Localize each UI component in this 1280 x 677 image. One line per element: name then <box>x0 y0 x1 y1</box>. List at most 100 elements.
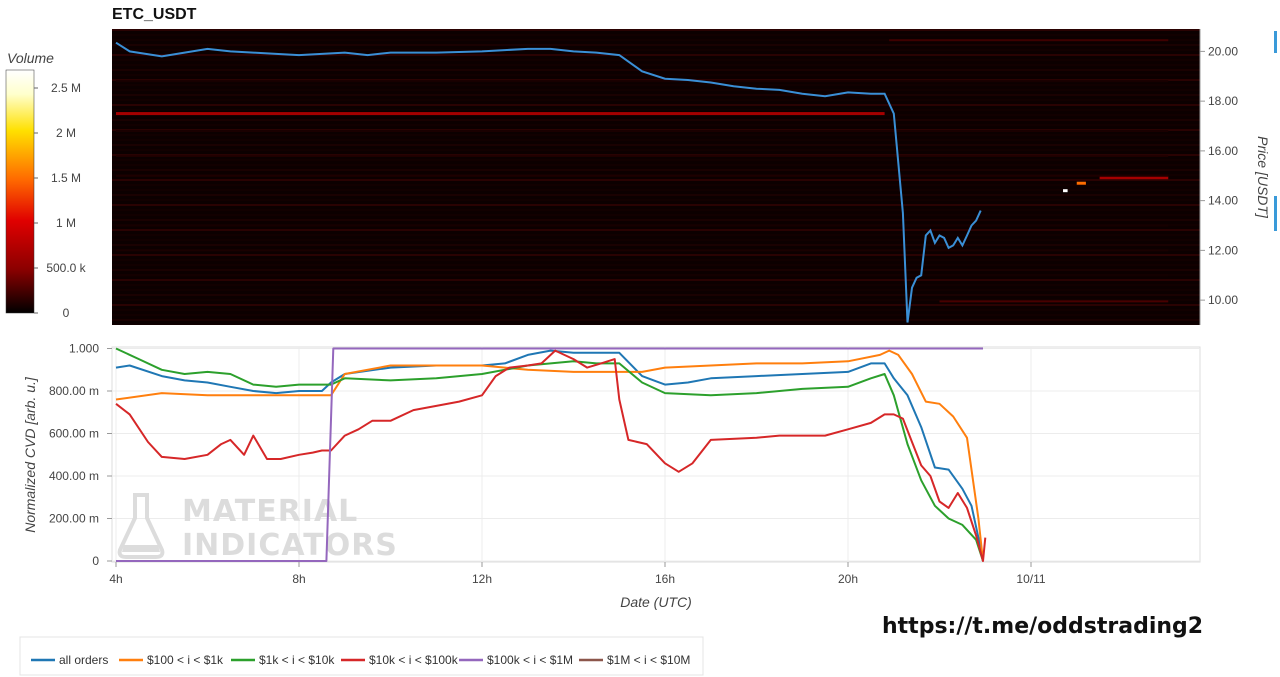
legend-item[interactable]: $1M < i < $10M <box>579 653 690 667</box>
heatmap-stripe <box>112 264 1200 266</box>
volume-colorbar: Volume 0 500.0 k 1 M 1.5 M 2 M 2.5 M <box>5 50 87 320</box>
price-axis: 10.00 12.00 14.00 16.00 18.00 20.00 <box>1200 44 1238 307</box>
heatmap-stripe <box>112 289 1200 291</box>
cvd-series-line-4 <box>116 347 983 562</box>
telegram-link[interactable]: https://t.me/oddstrading2 <box>882 614 1203 639</box>
colorbar-tick-label: 2.5 M <box>51 81 81 95</box>
cvd-x-tick-label: 12h <box>472 572 492 586</box>
cvd-y-tick-label: 400.00 m <box>49 469 99 483</box>
heatmap-stripe <box>112 254 1200 256</box>
colorbar-tick-label: 1 M <box>56 216 76 230</box>
heatmap-stripe <box>112 194 1200 196</box>
price-axis-label: Price [USDT] <box>1255 136 1271 219</box>
legend-item[interactable]: $100 < i < $1k <box>119 653 224 667</box>
volume-band <box>116 112 885 116</box>
watermark-line1: MATERIAL <box>182 494 358 529</box>
watermark-line2: INDICATORS <box>182 528 398 563</box>
legend-label: $1M < i < $10M <box>607 653 690 667</box>
heatmap-stripe <box>112 29 1200 31</box>
heatmap-stripe <box>112 259 1200 261</box>
legend-box <box>19 636 704 676</box>
heatmap-stripe <box>112 149 1200 151</box>
colorbar-tick-label: 0 <box>63 306 70 320</box>
heatmap-stripe <box>112 299 1200 301</box>
cvd-x-tick-label: 4h <box>109 572 122 586</box>
heatmap-stripe <box>112 94 1200 96</box>
colorbar-label: Volume <box>7 50 54 66</box>
price-tick-label: 18.00 <box>1208 94 1238 108</box>
cvd-y-tick-label: 1.000 <box>69 342 99 356</box>
heatmap-stripe <box>112 79 1200 81</box>
heatmap-stripe <box>112 99 1200 101</box>
heatmap-stripe <box>112 279 1200 281</box>
price-range-indicator-bottom <box>1274 196 1277 231</box>
heatmap-stripe <box>112 104 1200 106</box>
cvd-series-line-2 <box>115 347 984 562</box>
heatmap-stripe <box>112 164 1200 166</box>
heatmap-stripe <box>112 144 1200 146</box>
heatmap-stripe <box>112 59 1200 61</box>
volume-band <box>1099 176 1169 180</box>
heatmap-stripe <box>112 244 1200 246</box>
heatmap-stripe <box>112 64 1200 66</box>
legend-item[interactable]: $1k < i < $10k <box>231 653 335 667</box>
legend-label: all orders <box>59 653 108 667</box>
heatmap-stripe <box>112 294 1200 296</box>
volume-band <box>116 154 1169 157</box>
cvd-y-tick-label: 600.00 m <box>49 427 99 441</box>
heatmap-stripe <box>112 54 1200 56</box>
volume-band <box>1076 181 1086 185</box>
legend-label: $100k < i < $1M <box>487 653 573 667</box>
heatmap-stripe <box>112 239 1200 241</box>
cvd-x-tick-label: 10/11 <box>1016 572 1045 586</box>
volume-band <box>116 274 1169 277</box>
heatmap-stripe <box>112 179 1200 181</box>
colorbar-tick-label: 2 M <box>56 126 76 140</box>
price-range-indicator-top <box>1274 31 1277 53</box>
cvd-x-tick-label: 16h <box>655 572 675 586</box>
heatmap-stripe <box>112 284 1200 286</box>
cvd-panel: MATERIAL INDICATORS <box>111 346 1201 563</box>
heatmap-stripe <box>112 304 1200 306</box>
price-tick-label: 12.00 <box>1208 243 1238 257</box>
volume-band <box>116 80 1169 83</box>
heatmap-stripe <box>112 84 1200 86</box>
heatmap-panel <box>112 29 1200 325</box>
legend: all orders $100 < i < $1k $1k < i < $10k $1… <box>19 636 704 676</box>
volume-band <box>116 249 1169 252</box>
heatmap-stripe <box>112 119 1200 121</box>
price-tick-label: 20.00 <box>1208 44 1238 58</box>
legend-item[interactable]: $10k < i < $100k <box>341 653 459 667</box>
heatmap-stripes <box>112 29 1200 325</box>
heatmap-stripe <box>112 69 1200 71</box>
cvd-x-tick-label: 20h <box>838 572 858 586</box>
cvd-series <box>115 347 987 562</box>
cvd-x-axis: 4h 8h 12h 16h 20h 10/11 <box>109 562 1046 586</box>
volume-band <box>939 300 1169 303</box>
price-tick-label: 16.00 <box>1208 144 1238 158</box>
legend-label: $1k < i < $10k <box>259 653 335 667</box>
price-tick-label: 14.00 <box>1208 194 1238 208</box>
legend-item[interactable]: all orders <box>31 653 108 667</box>
heatmap-stripe <box>112 219 1200 221</box>
colorbar-tick-label: 500.0 k <box>46 261 86 275</box>
heatmap-stripe <box>112 309 1200 311</box>
legend-label: $100 < i < $1k <box>147 653 224 667</box>
volume-band <box>116 129 1169 132</box>
legend-item[interactable]: $100k < i < $1M <box>459 653 573 667</box>
heatmap-stripe <box>112 44 1200 46</box>
heatmap-bands <box>116 39 1169 303</box>
colorbar-tick-label: 1.5 M <box>51 171 81 185</box>
heatmap-stripe <box>112 229 1200 231</box>
heatmap-stripe <box>112 199 1200 201</box>
cvd-y-tick-label: 200.00 m <box>49 512 99 526</box>
heatmap-stripe <box>112 204 1200 206</box>
cvd-y-tick-label: 800.00 m <box>49 384 99 398</box>
flask-icon <box>117 493 165 559</box>
volume-band <box>889 39 1169 42</box>
heatmap-stripe <box>112 39 1200 41</box>
heatmap-stripe <box>112 139 1200 141</box>
cvd-series-line-3 <box>115 349 987 562</box>
heatmap-stripe <box>112 169 1200 171</box>
